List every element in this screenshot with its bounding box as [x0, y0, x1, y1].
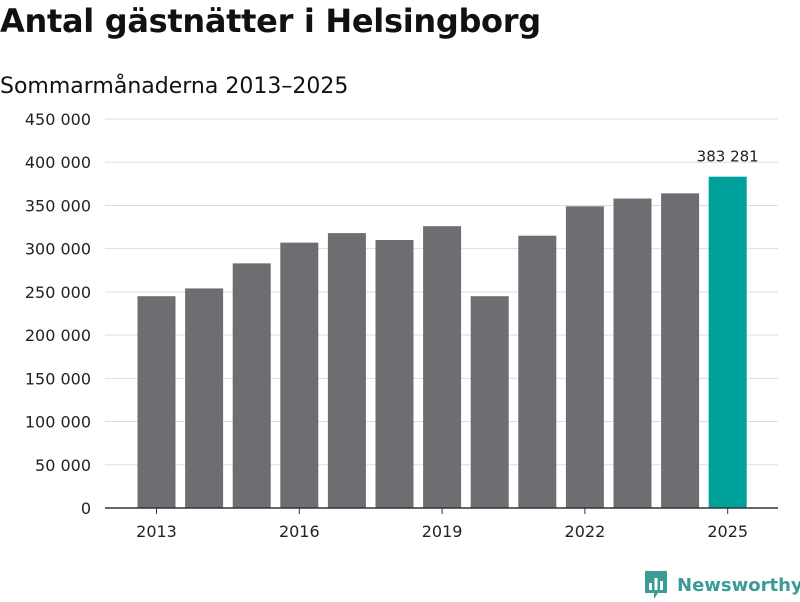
bar-2025: [708, 176, 747, 508]
chart-title: Antal gästnätter i Helsingborg: [0, 2, 541, 40]
bar-2024: [661, 193, 700, 508]
x-tick-label: 2022: [565, 522, 606, 541]
x-tick-label: 2013: [136, 522, 177, 541]
bar-2018: [375, 240, 414, 508]
y-tick-label: 50 000: [35, 456, 91, 475]
y-tick-label: 100 000: [25, 413, 91, 432]
newsworthy-logo: Newsworthy: [643, 568, 800, 602]
bar-2015: [232, 263, 271, 508]
bar-2019: [423, 226, 462, 509]
x-tick-label: 2025: [707, 522, 748, 541]
y-axis-tick-labels: 0 50 000 100 000 150 000 200 000 250 000 300 0…: [25, 110, 91, 518]
y-tick-label: 350 000: [25, 196, 91, 215]
bar-2013: [137, 296, 176, 508]
bar-2020: [470, 296, 509, 508]
y-tick-label: 450 000: [25, 110, 91, 129]
x-tick-label: 2019: [422, 522, 463, 541]
y-tick-label: 150 000: [25, 369, 91, 388]
bar-2023: [613, 198, 652, 509]
newsworthy-logo-icon: [645, 571, 667, 599]
bar-2017: [327, 233, 366, 508]
y-tick-label: 250 000: [25, 283, 91, 302]
bar-2021: [518, 235, 557, 508]
y-tick-label: 200 000: [25, 326, 91, 345]
bars: [137, 176, 747, 509]
x-axis-tick-labels: 2013 2016 2019 2022 2025: [136, 508, 748, 541]
y-tick-label: 0: [81, 499, 91, 518]
y-tick-label: 300 000: [25, 240, 91, 259]
bar-2016: [280, 242, 319, 509]
bar-2014: [185, 288, 224, 508]
brand-name: Newsworthy: [677, 574, 800, 596]
chart-subtitle: Sommarmånaderna 2013–2025: [0, 74, 349, 99]
annotations: 383 281: [697, 148, 759, 166]
y-tick-label: 400 000: [25, 153, 91, 172]
bar-2022: [565, 206, 604, 508]
data-label-2025: 383 281: [697, 148, 759, 166]
x-tick-label: 2016: [279, 522, 320, 541]
